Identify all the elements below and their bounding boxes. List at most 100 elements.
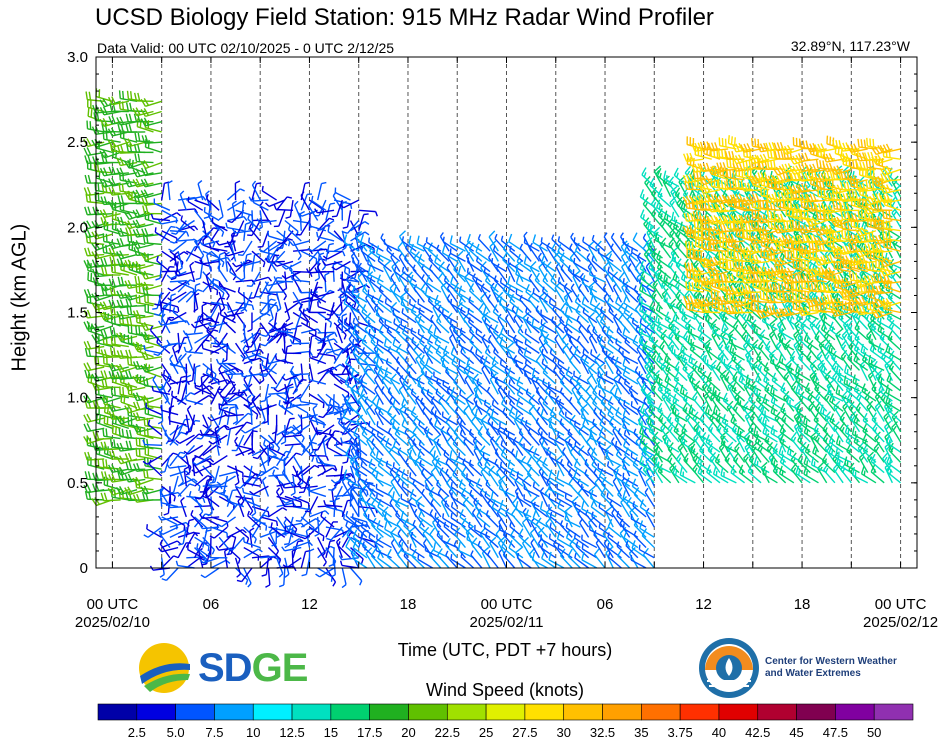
barb-flag [212,242,216,248]
barb-flag [302,308,305,314]
barb-flag [104,471,108,480]
barb-flag [311,356,317,359]
barb-flag [239,188,245,192]
wind-barb [125,349,146,359]
wind-barb [124,473,146,483]
barb-flag [231,388,236,394]
barb-staff [260,516,277,522]
barb-flag [277,241,283,245]
barb-flag [251,304,255,311]
barb-flag [242,344,247,350]
barb-flag [161,578,167,582]
barb-flag [232,489,238,492]
barb-flag [371,438,375,444]
barb-flag [266,394,272,399]
wind-barb [132,412,154,422]
barb-flag [172,452,178,456]
wind-barb [381,506,393,528]
barb-flag [195,364,201,368]
barb-staff [325,521,334,538]
barb-flag [99,209,105,218]
barb-flag [170,293,176,297]
wind-barb [127,334,146,348]
barb-flag [265,525,268,531]
barb-staff [317,311,332,324]
barb-staff [251,373,269,376]
barb-flag [91,139,97,148]
barb-flag [236,573,241,578]
barb-flag [86,147,92,156]
wind-barb [183,346,203,355]
wind-barb [101,266,121,276]
barb-flag [127,220,133,229]
barb-flag [209,458,215,463]
barb-flag [260,343,266,347]
barb-flag [112,148,115,158]
barb-flag [345,510,349,517]
barb-flag [168,491,174,494]
barb-flag [132,463,138,472]
barb-flag [84,369,88,379]
wind-barb [341,200,347,221]
barb-staff [251,199,269,202]
barb-flag [104,378,108,388]
barb-flag [188,518,194,522]
barb-flag [137,132,141,142]
barb-flag [391,491,395,500]
barb-flag [104,123,108,132]
barb-flag [134,275,138,285]
barb-flag [106,446,109,455]
barb-flag [378,323,384,332]
barb-flag [261,573,267,577]
barb-flag [154,313,160,316]
wind-barb [235,279,256,285]
barb-flag [201,313,204,319]
barb-flag [325,455,329,461]
barb-flag [371,394,378,403]
barb-flag [281,546,286,552]
barb-staff [392,344,409,354]
barb-flag [312,404,318,410]
barb-flag [297,255,302,261]
barb-flag [180,451,186,455]
barb-flag [85,193,88,202]
barb-flag [102,149,109,158]
barb-flag [105,131,108,140]
barb-flag [96,112,100,121]
barb-flag [93,162,97,172]
wind-barb [134,275,154,286]
barb-flag [119,386,122,395]
barb-flag [171,232,177,235]
wind-barb [226,426,236,446]
barb-flag [86,187,92,196]
barb-flag [103,441,108,450]
barb-flag [103,196,108,205]
barb-flag [201,563,207,566]
barb-flag [260,400,266,403]
wind-barb [110,386,129,399]
barb-flag [364,221,370,225]
barb-staff [239,475,253,489]
barb-flag [229,267,232,273]
barb-flag [111,186,116,196]
wind-barb [124,382,146,392]
barb-flag [125,298,129,307]
barb-flag [275,487,281,493]
wind-barb [390,373,401,395]
barb-flag [105,244,108,254]
barb-flag [168,416,171,422]
barb-staff [230,537,237,554]
barb-flag [295,233,301,236]
barb-flag [221,262,225,268]
barb-staff [185,414,190,432]
barb-flag [384,298,387,304]
barb-flag [328,398,332,404]
barb-flag [343,267,347,273]
wind-barb [281,495,302,504]
wind-barb [414,455,425,477]
barb-flag [245,221,251,225]
barb-flag [116,443,121,452]
barb-flag [187,354,192,359]
barb-staff [376,314,392,324]
barb-flag [237,496,243,502]
